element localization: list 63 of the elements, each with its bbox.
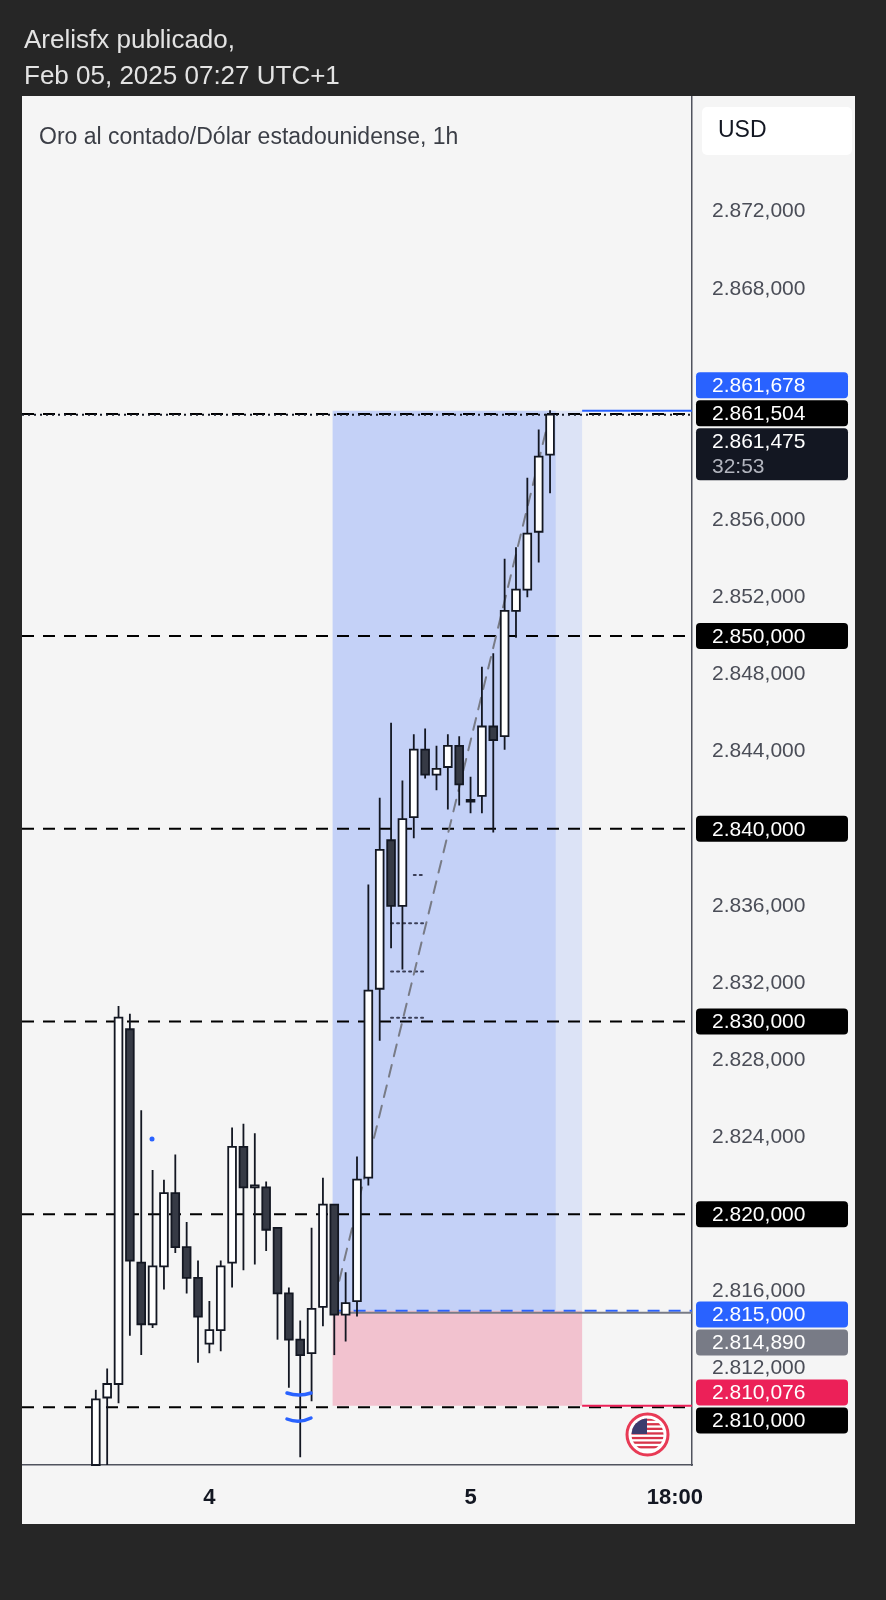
y-tick-label: 2.868,000 [712,275,806,299]
ref-line-label: 2.840,000 [712,816,806,840]
candlestick [511,546,521,639]
text: Arelisfx publicado, [24,23,236,56]
y-tick-label: 2.812,000 [712,1355,806,1379]
candlestick [340,1271,351,1343]
y-tick-label: 2.828,000 [712,1046,806,1070]
candlestick [522,476,533,599]
candlestick [272,1226,283,1341]
candlestick [147,1169,158,1329]
candlestick [533,428,544,564]
ref-line-label: 2.810,000 [712,1408,806,1432]
candlestick [193,1259,203,1364]
ref-line-label: 2.861,475 [712,428,806,452]
text: Feb 05, 2025 07:27 UTC+1 [24,59,340,92]
y-tick-label: 2.844,000 [712,738,806,762]
ref-line-label: 2.861,678 [712,372,806,396]
ref-line-label: 2.810,076 [712,1380,806,1404]
candlestick [386,721,396,950]
ref-line-label: 2.815,000 [712,1302,806,1326]
ref-line-label: 2.861,504 [712,400,806,424]
candlestick [465,775,476,815]
ref-line-label: 2.850,000 [712,623,806,647]
candlestick [318,1176,328,1328]
y-axis-title: USD [718,116,767,143]
candlestick [181,1221,192,1295]
candlestick [363,883,374,1187]
candlestick [397,779,408,971]
y-tick-label: 2.872,000 [712,198,806,222]
candlestick [352,1155,362,1318]
candlestick [102,1367,112,1466]
y-tick-label: 2.824,000 [712,1124,806,1148]
candlestick [499,557,510,751]
x-tick-label: 5 [464,1484,477,1510]
text: Oro al contado/Dólar estadounidense, 1h [39,123,459,149]
text: 32:53 [712,453,765,477]
ref-line-label: 2.814,890 [712,1330,806,1354]
candlestick [113,1005,124,1405]
ref-line-label: 2.830,000 [712,1009,806,1033]
candlestick [227,1126,237,1289]
ref-line-label: 2.820,000 [712,1202,806,1226]
candlestick [329,1203,340,1356]
candlestick [431,744,442,792]
x-tick-label: 18:00 [646,1484,704,1510]
candlestick [374,796,385,1042]
candlestick [136,1109,146,1356]
x-tick-label: 4 [203,1484,217,1510]
candlestick [238,1122,249,1272]
candlestick [306,1226,317,1403]
y-tick-label: 2.856,000 [712,506,806,530]
candlestick [170,1153,181,1254]
y-tick-label: 2.848,000 [712,661,806,685]
candlestick [125,1012,135,1337]
candlestick [215,1259,226,1353]
candlestick [91,1388,101,1466]
candlestick [477,665,487,815]
y-tick-label: 2.852,000 [712,584,806,608]
candlestick [159,1178,169,1291]
y-tick-label: 2.832,000 [712,969,806,993]
candlestick [204,1300,215,1355]
y-tick-label: 2.816,000 [712,1278,806,1302]
candlestick [488,652,499,834]
y-tick-label: 2.836,000 [712,892,806,916]
